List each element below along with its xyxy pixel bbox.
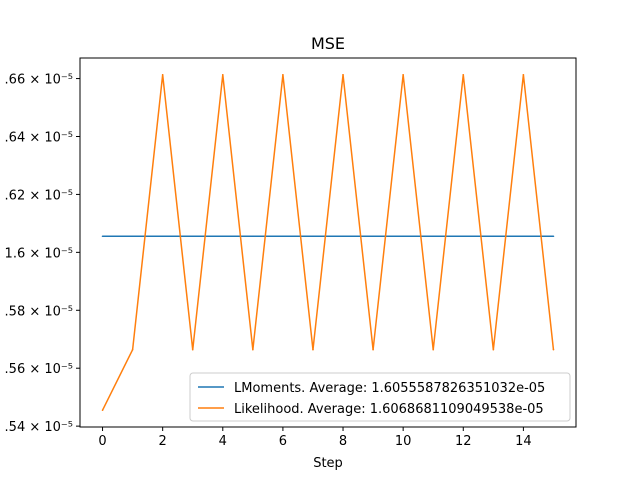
series-2-point bbox=[191, 348, 194, 351]
y-axis: .54 × 10⁻⁵ .56 × 10⁻⁵ .58 × 10⁻⁵ 1.6 × 10⁻⁵… bbox=[5, 73, 80, 435]
x-tick-label: 4 bbox=[219, 434, 227, 449]
series-2-point bbox=[131, 348, 134, 351]
series-1-point bbox=[101, 235, 104, 238]
series-2-point bbox=[342, 73, 344, 76]
legend-box bbox=[189, 372, 571, 422]
y-tick-label: 1.6 × 10⁻⁵ bbox=[5, 246, 73, 261]
series-2-point bbox=[402, 73, 404, 76]
legend: LMoments. Average: 1.6055587826351032e-0… bbox=[189, 372, 571, 422]
series-1-point bbox=[342, 235, 344, 238]
series-1-point bbox=[221, 235, 224, 238]
legend-label: Likelihood. Average: 1.6068681109049538e… bbox=[234, 402, 544, 417]
series-2-point bbox=[432, 348, 435, 351]
series-1-point bbox=[312, 235, 314, 238]
series-2-point bbox=[372, 348, 374, 351]
x-tick-label: 10 bbox=[395, 434, 412, 449]
series-1-point bbox=[252, 235, 254, 238]
series-1-point bbox=[402, 235, 404, 238]
x-axis: 0 2 4 6 8 10 12 14 bbox=[98, 427, 532, 449]
series-1-point bbox=[432, 235, 435, 238]
x-tick-label: 12 bbox=[455, 434, 472, 449]
series-1-point bbox=[522, 235, 525, 238]
y-tick-label: .56 × 10⁻⁵ bbox=[5, 362, 73, 377]
y-tick-label: .66 × 10⁻⁵ bbox=[5, 73, 73, 88]
series-2-point bbox=[552, 348, 555, 351]
y-tick-label: .62 × 10⁻⁵ bbox=[5, 188, 73, 203]
series-layer bbox=[101, 73, 555, 412]
series-2-point bbox=[312, 348, 314, 351]
series-2-point bbox=[161, 73, 164, 76]
y-tick-label: .58 × 10⁻⁵ bbox=[5, 304, 73, 319]
series-1-point bbox=[552, 235, 555, 238]
series-2-point bbox=[492, 348, 495, 351]
series-1-point bbox=[462, 235, 465, 238]
x-tick-label: 8 bbox=[339, 434, 347, 449]
series-1-point bbox=[191, 235, 194, 238]
plot-frame bbox=[79, 57, 577, 428]
x-tick-label: 14 bbox=[515, 434, 532, 449]
series-1-point bbox=[492, 235, 495, 238]
series-line-2 bbox=[101, 74, 555, 411]
series-1-point bbox=[282, 235, 284, 238]
series-1-point bbox=[372, 235, 374, 238]
series-2-point bbox=[101, 409, 104, 412]
legend-label: LMoments. Average: 1.6055587826351032e-0… bbox=[234, 381, 545, 396]
y-tick-label: .54 × 10⁻⁵ bbox=[5, 420, 73, 435]
x-axis-label: Step bbox=[313, 456, 343, 471]
x-tick-label: 6 bbox=[279, 434, 287, 449]
x-tick-label: 0 bbox=[98, 434, 106, 449]
chart-title: MSE bbox=[311, 34, 345, 53]
series-2-point bbox=[221, 73, 224, 76]
series-2-point bbox=[522, 73, 525, 76]
series-1-point bbox=[161, 235, 164, 238]
series-1-point bbox=[131, 235, 134, 238]
series-2-point bbox=[282, 73, 284, 76]
series-2-point bbox=[462, 73, 465, 76]
y-tick-label: .64 × 10⁻⁵ bbox=[5, 130, 73, 145]
x-tick-label: 2 bbox=[159, 434, 167, 449]
series-2-point bbox=[252, 348, 254, 351]
